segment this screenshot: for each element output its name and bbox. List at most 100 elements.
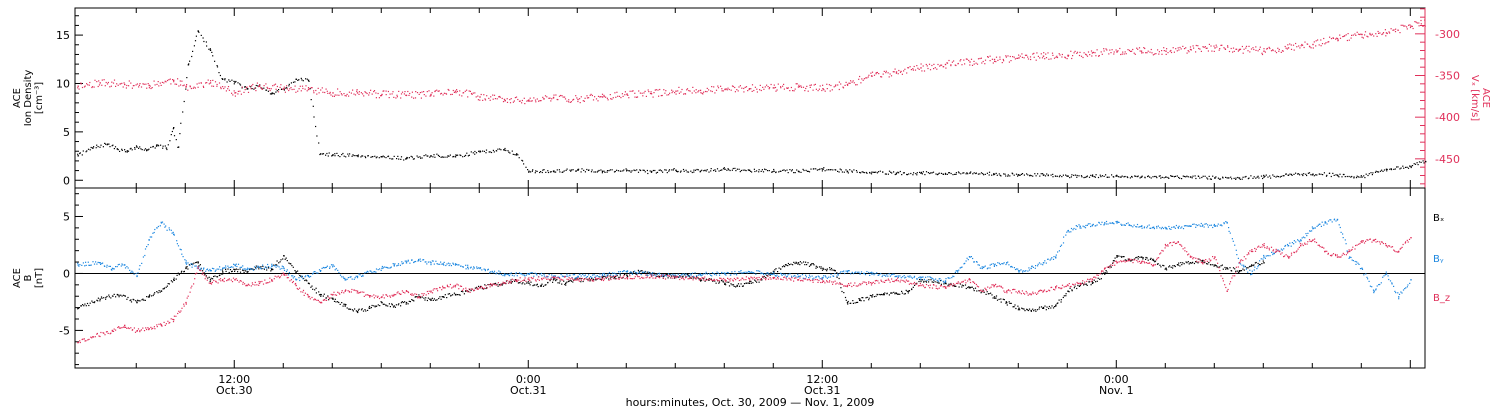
velocity-series-point: [566, 100, 568, 102]
velocity-series-point: [89, 81, 91, 84]
velocity-series-point: [258, 85, 261, 87]
b-component-0-point: [1250, 265, 1252, 267]
b-component-1-point: [1044, 260, 1046, 262]
density-series-point: [1195, 177, 1197, 180]
b-component-1-point: [418, 258, 420, 261]
velocity-series-point: [1090, 50, 1093, 52]
b-component-0-point: [381, 301, 383, 304]
b-component-2-point: [361, 291, 363, 293]
b-component-1-point: [689, 273, 691, 275]
b-component-2-point: [338, 292, 340, 294]
velocity-series-point: [863, 78, 865, 80]
density-series-point: [141, 149, 143, 151]
b-component-0-point: [1253, 264, 1255, 266]
velocity-series-point: [288, 89, 290, 92]
b-component-1-point: [876, 272, 878, 274]
b-component-0-point: [1166, 269, 1168, 271]
velocity-series-point: [620, 97, 622, 99]
b-component-1-point: [1389, 280, 1392, 282]
b-component-1-point: [415, 260, 417, 263]
velocity-series-point: [421, 91, 423, 93]
density-series-point: [1374, 171, 1377, 173]
b-component-0-point: [397, 304, 399, 306]
b-component-1-point: [714, 273, 716, 276]
b-component-1-point: [325, 266, 327, 268]
b-component-1-point: [420, 260, 422, 262]
velocity-series-point: [880, 76, 882, 78]
b-component-0-point: [765, 276, 767, 279]
velocity-series-point: [1013, 56, 1015, 58]
b-component-0-point: [903, 293, 905, 295]
b-component-1-point: [1146, 225, 1149, 227]
b-component-1-point: [484, 270, 486, 272]
b-component-0-point: [183, 270, 185, 272]
velocity-series-point: [246, 86, 248, 88]
velocity-series-point: [899, 71, 902, 73]
b-component-0-point: [654, 273, 656, 275]
b-component-0-point: [171, 281, 174, 283]
b-component-1-point: [1098, 221, 1100, 223]
velocity-series-point: [450, 93, 452, 96]
b-component-1-point: [523, 274, 525, 276]
b-component-0-point: [510, 279, 512, 281]
velocity-series-point: [172, 79, 174, 81]
density-series-point: [1339, 173, 1341, 175]
velocity-series-point: [703, 91, 705, 93]
b-component-2-point: [396, 292, 398, 294]
b-component-1-point: [533, 275, 535, 277]
b-component-1-point: [1259, 260, 1261, 262]
velocity-series-point: [798, 84, 800, 86]
velocity-series-point: [1132, 48, 1134, 51]
b-component-1-point: [1299, 241, 1301, 243]
b-component-0-point: [435, 299, 437, 301]
density-series-point: [444, 156, 446, 158]
b-component-1-point: [362, 275, 364, 277]
b-component-0-point: [822, 267, 824, 270]
b-component-1-point: [1361, 267, 1363, 270]
b-component-1-point: [152, 232, 154, 234]
b-component-2-point: [100, 331, 102, 334]
b-component-0-point: [1120, 255, 1122, 258]
density-series-point: [1282, 175, 1284, 177]
velocity-series-point: [430, 93, 432, 96]
density-series-point: [1241, 178, 1243, 180]
velocity-series-point: [1117, 50, 1119, 52]
velocity-series-point: [1249, 51, 1251, 53]
density-series-point: [1092, 174, 1094, 176]
b-component-0-point: [129, 299, 131, 302]
b-component-0-point: [395, 304, 397, 306]
velocity-series-point: [112, 82, 115, 84]
density-series-point: [1407, 167, 1410, 169]
b-component-1-point: [1359, 268, 1362, 270]
velocity-series-point: [121, 82, 123, 84]
velocity-series-point: [603, 94, 605, 96]
b-component-2-point: [96, 333, 98, 335]
b-component-1-point: [452, 262, 454, 264]
density-series-point: [285, 87, 287, 89]
velocity-series-point: [1169, 50, 1171, 52]
density-series-point: [722, 168, 725, 170]
velocity-series-point: [518, 100, 521, 102]
b-component-0-point: [1068, 291, 1070, 293]
b-component-2-point: [653, 274, 655, 276]
b-component-0-point: [619, 274, 621, 276]
velocity-series-point: [468, 90, 470, 92]
b-component-1-point: [615, 273, 617, 275]
b-component-0-point: [1053, 306, 1056, 308]
b-component-1-point: [678, 276, 680, 278]
velocity-series-point: [772, 87, 774, 89]
b-component-0-point: [868, 299, 870, 301]
density-series-point: [361, 155, 363, 157]
b-component-2-point: [220, 280, 222, 282]
b-component-1-point: [375, 271, 377, 273]
b-component-0-point: [517, 282, 519, 284]
velocity-series-point: [1198, 47, 1200, 50]
velocity-series-point: [385, 94, 387, 96]
density-series-point: [343, 155, 345, 157]
b-component-0-point: [1163, 265, 1165, 267]
b-component-2-point: [531, 278, 533, 280]
velocity-series-point: [1158, 53, 1160, 55]
density-series-point: [859, 171, 861, 174]
velocity-series-point: [828, 84, 830, 86]
velocity-series-point: [425, 95, 427, 97]
